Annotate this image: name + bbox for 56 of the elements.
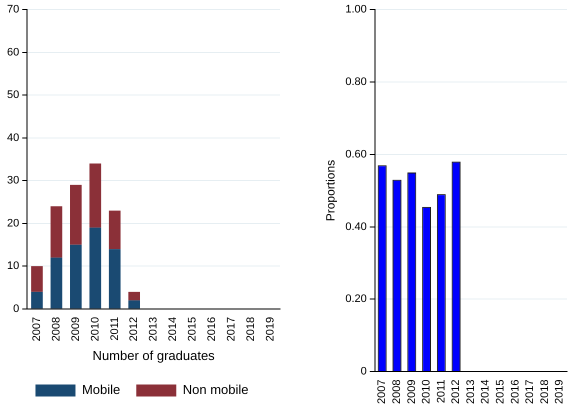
x-tick-label: 2010	[89, 316, 102, 342]
y-tick-label: 1.00	[345, 4, 367, 16]
y-tick-label: 30	[6, 174, 20, 187]
bar	[70, 244, 82, 308]
x-tick-label: 2016	[509, 380, 522, 404]
y-tick-label: 50	[6, 89, 20, 102]
bar	[89, 164, 102, 228]
y-tick-label: 0.40	[345, 220, 367, 233]
x-tick-label: 2018	[244, 316, 257, 342]
bar	[89, 228, 102, 308]
x-tick-label: 2008	[50, 316, 62, 342]
x-tick-label: 2017	[225, 316, 238, 342]
bar	[128, 292, 140, 300]
x-tick-label: 2014	[480, 380, 492, 404]
legend-label: Mobile	[82, 382, 120, 398]
x-tick-label: 2007	[30, 316, 43, 342]
x-tick-label: 2008	[391, 380, 404, 404]
bar	[128, 300, 140, 308]
y-axis-title: Proportions	[324, 160, 338, 222]
y-tick-label: 40	[6, 132, 20, 144]
y-tick-label: 70	[6, 4, 20, 16]
bar	[31, 292, 43, 308]
x-tick-label: 2013	[148, 316, 160, 342]
x-tick-label: 2019	[264, 316, 276, 342]
y-tick-label: 10	[6, 260, 20, 272]
x-tick-label: 2009	[70, 316, 82, 342]
y-tick-label: 0.80	[345, 76, 367, 88]
bar	[108, 210, 121, 250]
bar	[50, 206, 62, 258]
x-tick-label: 2017	[524, 380, 536, 404]
bar	[50, 258, 62, 308]
y-tick-label: 0	[13, 302, 20, 315]
x-tick-label: 2007	[376, 380, 388, 404]
x-tick-label: 2015	[494, 380, 507, 404]
x-tick-label: 2012	[450, 380, 462, 404]
x-tick-label: 2012	[128, 316, 140, 342]
x-tick-label: 2016	[206, 316, 218, 342]
x-tick-label: 2010	[420, 380, 433, 404]
x-tick-label: 2011	[435, 380, 448, 404]
x-axis-title: Number of graduates	[92, 348, 216, 363]
y-tick-label: 60	[6, 46, 20, 58]
y-tick-label: 0.60	[345, 148, 367, 160]
bar	[31, 266, 43, 292]
y-tick-label: 0.20	[345, 293, 367, 306]
bar	[70, 184, 82, 245]
bar	[108, 249, 121, 308]
x-tick-label: 2015	[186, 316, 199, 342]
y-tick-label: 20	[6, 217, 20, 230]
y-tick-label: 0	[360, 366, 367, 378]
x-tick-label: 2013	[464, 380, 477, 404]
x-tick-label: 2011	[108, 316, 121, 341]
x-tick-label: 2014	[167, 316, 180, 342]
x-tick-label: 2019	[554, 380, 566, 404]
x-tick-label: 2009	[406, 380, 418, 404]
legend-label: Non mobile	[182, 382, 249, 398]
x-tick-label: 2018	[538, 380, 551, 404]
